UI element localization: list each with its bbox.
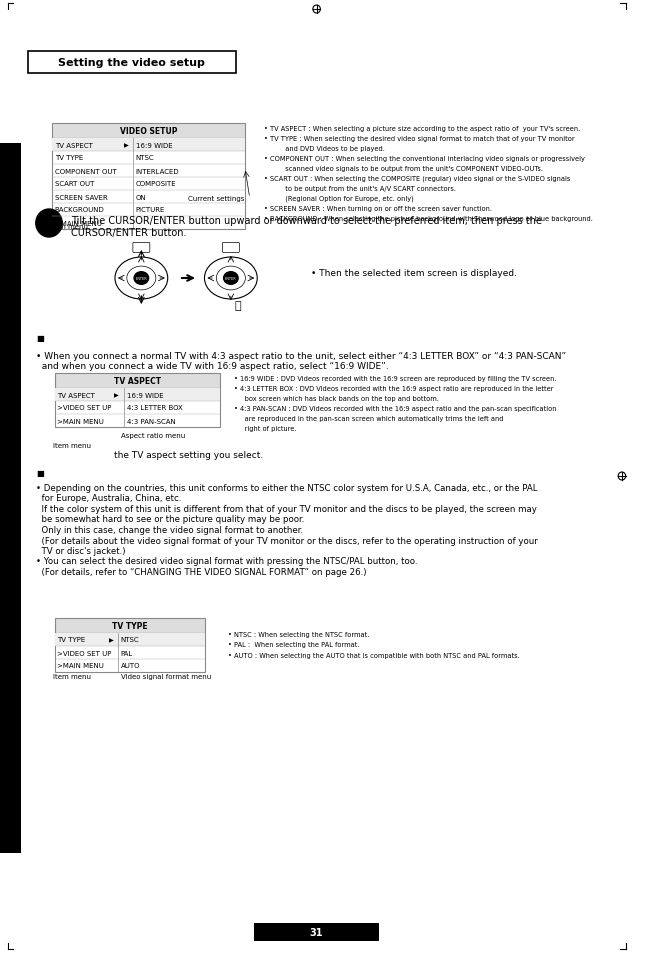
Text: TV TYPE: TV TYPE — [112, 621, 148, 630]
Text: TV TYPE: TV TYPE — [54, 155, 83, 161]
FancyBboxPatch shape — [52, 139, 245, 152]
Text: • You can select the desired video signal format with pressing the NTSC/PAL butt: • You can select the desired video signa… — [36, 557, 417, 566]
Text: ▶: ▶ — [124, 143, 128, 148]
Text: AUTO: AUTO — [121, 662, 140, 669]
Text: Only in this case, change the video signal format to another.: Only in this case, change the video sign… — [36, 525, 303, 535]
Text: VIDEO SETUP: VIDEO SETUP — [120, 127, 177, 136]
Text: 31: 31 — [310, 927, 323, 937]
Text: box screen which has black bands on the top and bottom.: box screen which has black bands on the … — [234, 395, 439, 401]
Text: ■: ■ — [36, 335, 44, 343]
Text: COMPOSITE: COMPOSITE — [136, 181, 177, 188]
Text: PICTURE: PICTURE — [136, 208, 165, 213]
Text: • When you connect a normal TV with 4:3 aspect ratio to the unit, select either : • When you connect a normal TV with 4:3 … — [36, 352, 566, 371]
FancyBboxPatch shape — [28, 52, 236, 74]
FancyBboxPatch shape — [52, 139, 245, 230]
Text: • 4:3 LETTER BOX : DVD Videos recorded with the 16:9 aspect ratio are reproduced: • 4:3 LETTER BOX : DVD Videos recorded w… — [234, 386, 553, 392]
Text: >VIDEO SET UP: >VIDEO SET UP — [58, 405, 112, 411]
Text: 4:3 LETTER BOX: 4:3 LETTER BOX — [127, 405, 183, 411]
Text: TV TYPE: TV TYPE — [58, 637, 86, 643]
Text: BACKGROUND: BACKGROUND — [54, 208, 104, 213]
Text: • NTSC : When selecting the NTSC format.: • NTSC : When selecting the NTSC format. — [228, 631, 370, 638]
Text: • SCREEN SAVER : When turning on or off the screen saver function.: • SCREEN SAVER : When turning on or off … — [264, 206, 492, 212]
Text: • 4:3 PAN-SCAN : DVD Videos recorded with the 16:9 aspect ratio and the pan-scan: • 4:3 PAN-SCAN : DVD Videos recorded wit… — [234, 406, 556, 412]
FancyBboxPatch shape — [133, 243, 150, 253]
Text: (For details about the video signal format of your TV monitor or the discs, refe: (For details about the video signal form… — [36, 536, 538, 545]
FancyBboxPatch shape — [52, 124, 245, 139]
Text: ■: ■ — [36, 469, 44, 478]
Text: TV ASPECT: TV ASPECT — [58, 392, 95, 398]
Text: for Europe, Australia, China, etc.: for Europe, Australia, China, etc. — [36, 494, 181, 503]
FancyBboxPatch shape — [54, 634, 206, 646]
Text: the TV aspect setting you select.: the TV aspect setting you select. — [114, 451, 263, 460]
Text: • AUTO : When selecting the AUTO that is compatible with both NTSC and PAL forma: • AUTO : When selecting the AUTO that is… — [228, 652, 519, 659]
Text: ENTER: ENTER — [136, 276, 147, 281]
Text: (Regional Option for Europe, etc. only): (Regional Option for Europe, etc. only) — [264, 195, 413, 202]
Text: >MAIN MENU: >MAIN MENU — [58, 418, 104, 424]
Text: Item menu: Item menu — [50, 224, 88, 230]
Text: COMPONENT OUT: COMPONENT OUT — [54, 169, 116, 174]
Text: >VIDEO SET UP: >VIDEO SET UP — [58, 650, 112, 656]
Text: ENTER: ENTER — [225, 276, 237, 281]
Text: INTERLACED: INTERLACED — [136, 169, 179, 174]
Text: If the color system of this unit is different from that of your TV monitor and t: If the color system of this unit is diff… — [36, 504, 537, 514]
FancyBboxPatch shape — [54, 389, 220, 428]
Text: TV ASPECT: TV ASPECT — [54, 142, 93, 149]
Text: • SCART OUT : When selecting the COMPOSITE (regular) video signal or the S-VIDEO: • SCART OUT : When selecting the COMPOSI… — [264, 175, 571, 182]
Text: ▶: ▶ — [114, 393, 119, 397]
Text: • 16:9 WIDE : DVD Videos recorded with the 16:9 screen are reproduced by filling: • 16:9 WIDE : DVD Videos recorded with t… — [234, 375, 556, 381]
Text: 4:3 PAN-SCAN: 4:3 PAN-SCAN — [127, 418, 175, 424]
Text: Tilt the CURSOR/ENTER button upward or downward to select the preferred item, th: Tilt the CURSOR/ENTER button upward or d… — [71, 215, 542, 237]
Text: 16:9 WIDE: 16:9 WIDE — [127, 392, 163, 398]
Text: Setting the video setup: Setting the video setup — [58, 58, 206, 68]
Text: NTSC: NTSC — [136, 155, 155, 161]
Text: • BACKGROUND : When selecting the picture background with Sherwood logo or blue : • BACKGROUND : When selecting the pictur… — [264, 215, 593, 222]
FancyBboxPatch shape — [0, 144, 21, 853]
Text: TV ASPECT: TV ASPECT — [114, 376, 161, 386]
Text: SCREEN SAVER: SCREEN SAVER — [54, 194, 108, 200]
Text: • TV ASPECT : When selecting a picture size according to the aspect ratio of  yo: • TV ASPECT : When selecting a picture s… — [264, 126, 580, 132]
FancyBboxPatch shape — [54, 389, 220, 401]
Text: • Depending on the countries, this unit conforms to either the NTSC color system: • Depending on the countries, this unit … — [36, 483, 538, 493]
Text: to be output from the unit's A/V SCART connectors.: to be output from the unit's A/V SCART c… — [264, 186, 456, 192]
Text: Video signal format menu: Video signal format menu — [120, 673, 211, 679]
Ellipse shape — [134, 273, 149, 285]
FancyBboxPatch shape — [222, 243, 239, 253]
Text: • TV TYPE : When selecting the desired video signal format to match that of your: • TV TYPE : When selecting the desired v… — [264, 136, 575, 142]
FancyBboxPatch shape — [54, 634, 206, 672]
Text: Item menu: Item menu — [53, 673, 91, 679]
Text: and DVD Videos to be played.: and DVD Videos to be played. — [264, 146, 384, 152]
FancyBboxPatch shape — [54, 618, 206, 634]
Text: right of picture.: right of picture. — [234, 426, 296, 432]
Text: 👇: 👇 — [234, 301, 241, 311]
Ellipse shape — [36, 210, 62, 237]
Ellipse shape — [224, 273, 238, 285]
Text: are reproduced in the pan-scan screen which automatically trims the left and: are reproduced in the pan-scan screen wh… — [234, 416, 503, 421]
Text: Item menu: Item menu — [53, 442, 91, 449]
Text: PAL: PAL — [121, 650, 133, 656]
Text: SCART OUT: SCART OUT — [54, 181, 94, 188]
Text: (For details, refer to “CHANGING THE VIDEO SIGNAL FORMAT” on page 26.): (For details, refer to “CHANGING THE VID… — [36, 567, 366, 577]
Text: • Then the selected item screen is displayed.: • Then the selected item screen is displ… — [311, 269, 517, 278]
FancyBboxPatch shape — [54, 374, 220, 389]
Text: ▶: ▶ — [108, 638, 114, 642]
Text: NTSC: NTSC — [121, 637, 139, 643]
Text: 16:9 WIDE: 16:9 WIDE — [136, 142, 173, 149]
Text: TV or disc's jacket.): TV or disc's jacket.) — [36, 546, 125, 556]
FancyBboxPatch shape — [255, 923, 379, 941]
Text: >MAIN MENU: >MAIN MENU — [54, 220, 101, 226]
Text: >MAIN MENU: >MAIN MENU — [58, 662, 104, 669]
Text: Aspect ratio menu: Aspect ratio menu — [120, 433, 185, 438]
Text: • COMPONENT OUT : When selecting the conventional interlacing video signals or p: • COMPONENT OUT : When selecting the con… — [264, 156, 585, 162]
Text: ON: ON — [136, 194, 146, 200]
Text: • PAL :  When selecting the PAL format.: • PAL : When selecting the PAL format. — [228, 641, 360, 648]
Text: Current settings: Current settings — [188, 195, 245, 202]
Text: scanned video signals to be output from the unit's COMPONENT VIDEO-OUTs.: scanned video signals to be output from … — [264, 166, 543, 172]
Text: be somewhat hard to see or the picture quality may be poor.: be somewhat hard to see or the picture q… — [36, 515, 304, 524]
